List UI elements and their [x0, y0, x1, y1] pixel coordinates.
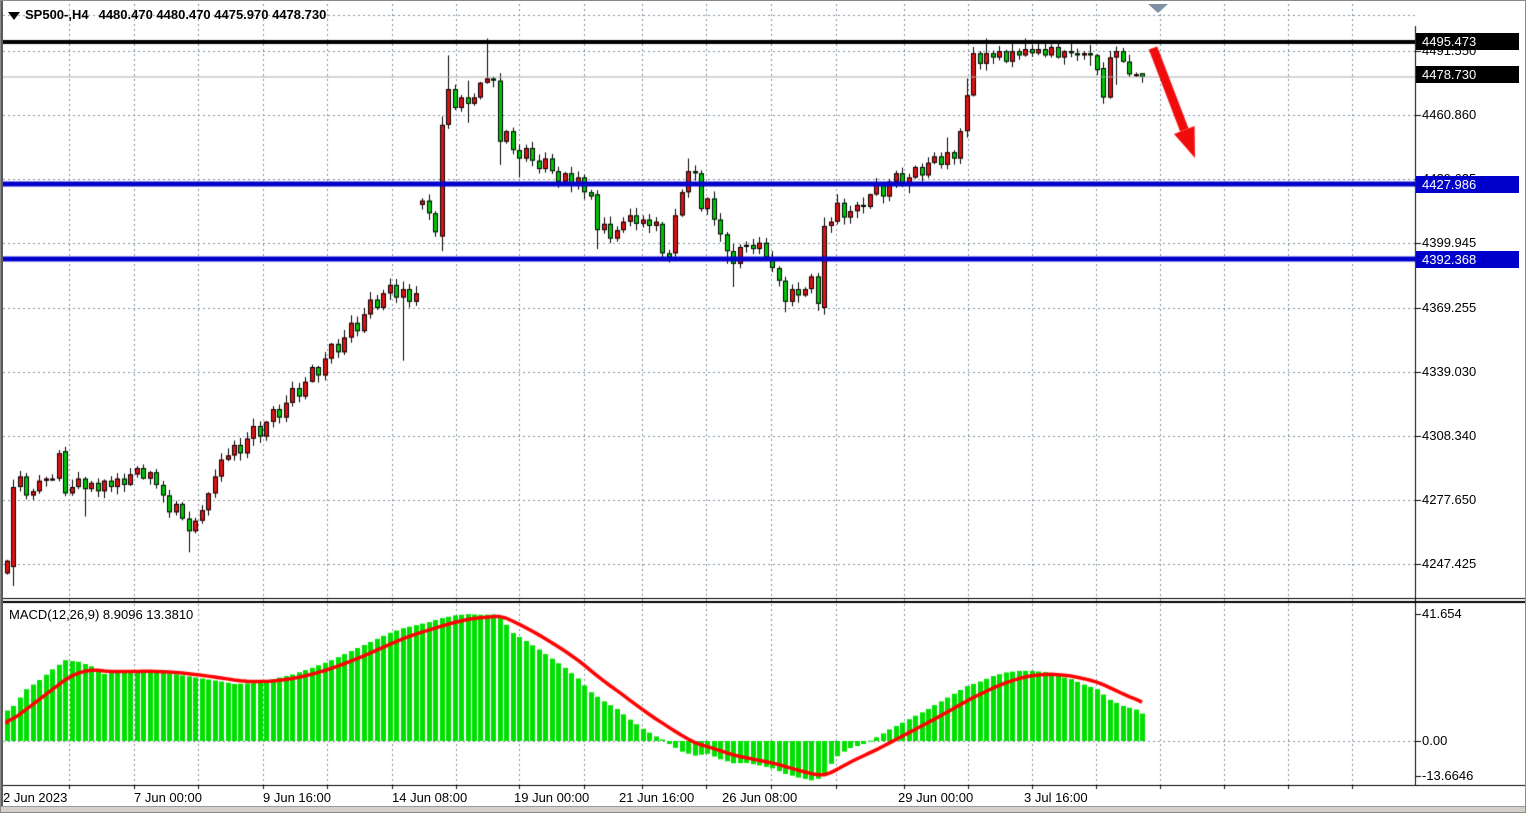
price-badge: 4478.730 — [1416, 65, 1519, 83]
date-label: 9 Jun 16:00 — [263, 790, 331, 805]
price-tick-label: 4399.945 — [1422, 235, 1477, 250]
price-badge: 4392.368 — [1416, 250, 1519, 268]
price-tick-label: 4308.340 — [1422, 428, 1477, 443]
price-tick-label: 4247.425 — [1422, 556, 1477, 571]
date-label: 19 Jun 00:00 — [514, 790, 590, 805]
price-tick-label: 4460.860 — [1422, 107, 1477, 122]
date-label: 3 Jul 16:00 — [1024, 790, 1088, 805]
price-tick-label: 4277.650 — [1422, 492, 1477, 507]
symbol-dropdown-icon[interactable] — [8, 12, 20, 20]
symbol-period-label: SP500-,H4 — [25, 7, 89, 22]
macd-tick-label: -13.6646 — [1422, 768, 1474, 783]
window-bottom-strip — [1, 806, 1525, 812]
window-left-border — [1, 1, 3, 806]
date-label: 26 Jun 08:00 — [722, 790, 798, 805]
date-label: 21 Jun 16:00 — [619, 790, 695, 805]
title-ohlc-values: 4480.470 4480.470 4475.970 4478.730 — [98, 7, 327, 22]
price-tick-label: 4369.255 — [1422, 300, 1477, 315]
date-label: 14 Jun 08:00 — [392, 790, 468, 805]
macd-indicator-label: MACD(12,26,9) 8.9096 13.3810 — [9, 607, 194, 622]
macd-tick-label: 0.00 — [1422, 733, 1448, 748]
chart-shift-marker-icon[interactable] — [1148, 4, 1168, 13]
price-tick-label: 4339.030 — [1422, 364, 1477, 379]
date-label: 2 Jun 2023 — [3, 790, 68, 805]
date-label: 7 Jun 00:00 — [134, 790, 202, 805]
price-badge: 4495.473 — [1416, 32, 1519, 50]
price-badge: 4427.986 — [1416, 175, 1519, 193]
date-label: 29 Jun 00:00 — [898, 790, 974, 805]
macd-tick-label: 41.654 — [1422, 606, 1462, 621]
chart-title: SP500-,H4 4480.470 4480.470 4475.970 4478… — [25, 7, 326, 22]
